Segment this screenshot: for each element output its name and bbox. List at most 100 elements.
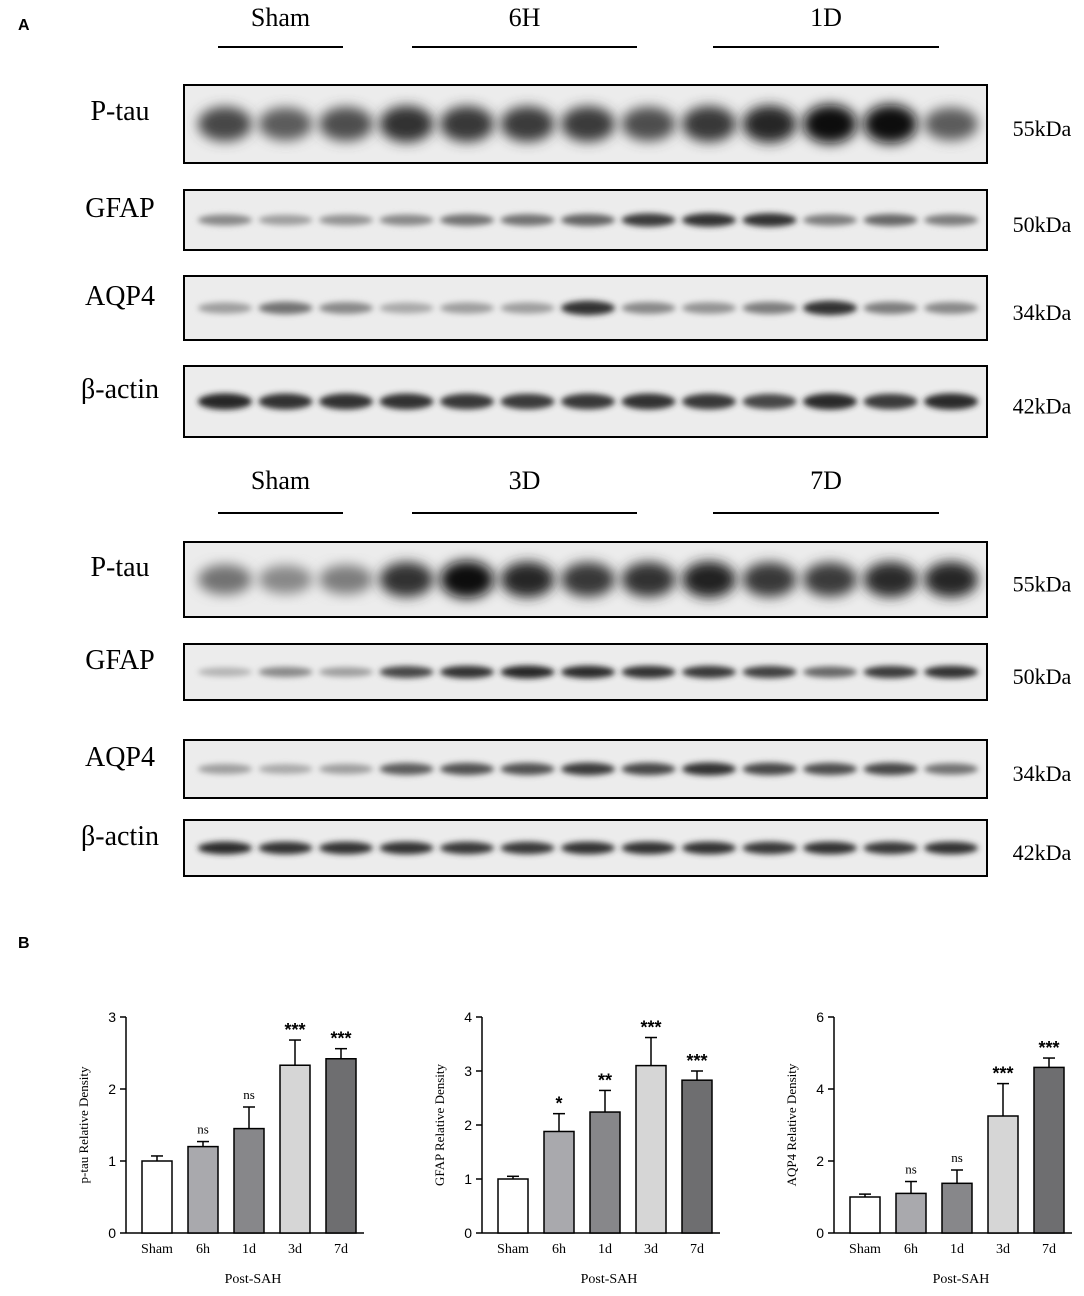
panel-a-label: A	[18, 17, 30, 34]
x-axis-label: Post-SAH	[933, 1272, 990, 1287]
blot-band	[742, 301, 797, 315]
x-tick-label: 6h	[552, 1242, 566, 1257]
y-tick-label: 0	[816, 1225, 824, 1241]
blot-band	[198, 214, 252, 226]
bar	[849, 1196, 881, 1234]
blot-band	[258, 764, 313, 774]
y-axis-label: p-tau Relative Density	[76, 1066, 91, 1183]
blot-protein-label: GFAP	[85, 193, 155, 224]
significance-label: ***	[1038, 1038, 1059, 1058]
blot-band	[561, 106, 615, 142]
blot-band	[682, 665, 736, 679]
blot-band	[742, 393, 797, 410]
blot-band	[682, 841, 736, 855]
blot-row: AQP4 34kDa	[85, 739, 1072, 799]
blot-band	[258, 107, 313, 141]
y-tick-label: 2	[108, 1081, 116, 1097]
blot-band	[379, 214, 434, 226]
blot-band	[500, 302, 555, 314]
bar	[497, 1178, 529, 1234]
x-tick-label: 1d	[598, 1242, 612, 1257]
blot-size-label: 34kDa	[1013, 761, 1072, 786]
blot-band	[863, 561, 918, 598]
blot-band	[379, 393, 434, 410]
blot-band	[863, 762, 918, 776]
blot-band	[621, 393, 676, 410]
blot-band	[863, 665, 918, 679]
bar	[279, 1064, 311, 1234]
bar	[187, 1145, 219, 1234]
y-axis-label: GFAP Relative Density	[432, 1063, 447, 1186]
significance-label: ***	[284, 1020, 305, 1040]
blot-band	[440, 302, 494, 314]
blot-band	[924, 393, 978, 410]
blot-band	[500, 841, 555, 855]
blot-band	[924, 107, 978, 141]
blot-band	[742, 105, 797, 143]
x-tick-label: 3d	[644, 1242, 658, 1257]
blot-row: P-tau 55kDa	[90, 541, 1072, 618]
blot-band	[198, 841, 252, 855]
blot-band	[621, 665, 676, 679]
blot-band	[319, 667, 373, 677]
blot-protein-label: P-tau	[90, 96, 149, 127]
blot-band	[682, 213, 736, 227]
x-tick-label: 6h	[196, 1242, 210, 1257]
blot-band	[440, 393, 494, 410]
blot-band	[561, 393, 615, 410]
blot-band	[258, 666, 313, 678]
blot-band	[258, 393, 313, 410]
bar-chart: 0 2 4 6 AQP4 Relative Density Sham ns 6h ns 1d ***…	[784, 1009, 1072, 1287]
bar	[895, 1192, 927, 1234]
y-tick-label: 0	[464, 1225, 472, 1241]
x-tick-label: 1d	[242, 1242, 256, 1257]
blot-band	[621, 302, 676, 314]
blot-band	[621, 561, 676, 598]
blot-band	[742, 665, 797, 679]
blot-band	[742, 762, 797, 776]
blot-protein-label: P-tau	[90, 552, 149, 583]
y-tick-label: 3	[464, 1063, 472, 1079]
blot-band	[440, 106, 494, 142]
bar	[233, 1127, 265, 1234]
x-tick-label: Sham	[497, 1242, 529, 1257]
x-tick-label: 3d	[288, 1242, 302, 1257]
blot-band	[319, 564, 373, 595]
blot-band	[803, 214, 857, 226]
blot-band	[198, 393, 252, 410]
blot-band	[803, 762, 857, 776]
blot-band	[500, 762, 555, 776]
blot-row: β-actin 42kDa	[81, 365, 1072, 438]
blot-band	[379, 763, 434, 775]
significance-label: **	[598, 1070, 612, 1090]
blot-band	[803, 666, 857, 678]
blot-group-label: 3D	[509, 466, 541, 495]
y-tick-label: 0	[108, 1225, 116, 1241]
blot-band	[379, 105, 434, 143]
x-tick-label: 7d	[1042, 1242, 1056, 1257]
blot-group-label: Sham	[251, 3, 310, 32]
blot-band	[621, 762, 676, 776]
blot-band	[621, 106, 676, 142]
blot-protein-label: AQP4	[85, 281, 155, 312]
blot-band	[440, 841, 494, 855]
blot-size-label: 34kDa	[1013, 300, 1072, 325]
blot-band	[682, 393, 736, 410]
blot-row: β-actin 42kDa	[81, 819, 1072, 877]
blot-band	[561, 300, 615, 316]
y-tick-label: 2	[464, 1117, 472, 1133]
blot-protein-label: AQP4	[85, 742, 155, 773]
blot-band	[924, 302, 978, 314]
blot-band	[803, 562, 857, 597]
blot-band	[682, 106, 736, 142]
significance-label: ***	[686, 1051, 707, 1071]
blot-group-label: 1D	[810, 3, 842, 32]
blot-band	[319, 393, 373, 410]
x-axis-label: Post-SAH	[581, 1272, 638, 1287]
bar-chart: 0 1 2 3 p-tau Relative Density Sham ns 6h ns 1d **…	[76, 1009, 364, 1287]
significance-label: ns	[243, 1087, 255, 1102]
blot-band	[500, 665, 555, 679]
blot-group-label: 6H	[509, 3, 541, 32]
